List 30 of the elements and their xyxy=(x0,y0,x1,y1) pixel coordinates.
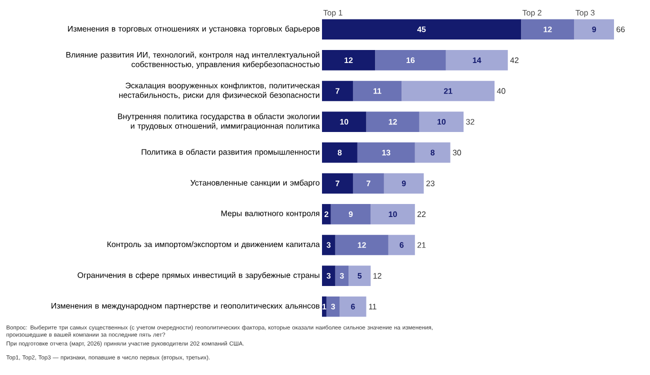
bar xyxy=(322,112,366,132)
bar xyxy=(322,142,358,163)
bar xyxy=(322,19,522,40)
bar xyxy=(574,19,614,40)
bar xyxy=(419,112,464,132)
bar xyxy=(402,80,495,102)
bar xyxy=(326,296,340,317)
bar xyxy=(335,266,349,286)
bar xyxy=(414,142,450,163)
bar xyxy=(348,266,371,286)
bar xyxy=(384,173,424,194)
bar xyxy=(330,204,371,224)
bar xyxy=(322,296,326,317)
bar xyxy=(322,204,331,224)
bar xyxy=(357,142,415,163)
bar xyxy=(340,296,366,317)
bar xyxy=(366,112,420,132)
bar xyxy=(370,204,415,224)
bar xyxy=(322,266,336,286)
bar xyxy=(352,80,402,102)
bar xyxy=(322,80,353,102)
bar xyxy=(352,173,384,194)
bar xyxy=(388,234,415,256)
bar xyxy=(322,234,336,256)
bar xyxy=(322,50,376,70)
bar xyxy=(446,50,508,70)
bar xyxy=(521,19,574,40)
bar xyxy=(375,50,446,70)
bar xyxy=(322,173,353,194)
bar xyxy=(335,234,388,256)
